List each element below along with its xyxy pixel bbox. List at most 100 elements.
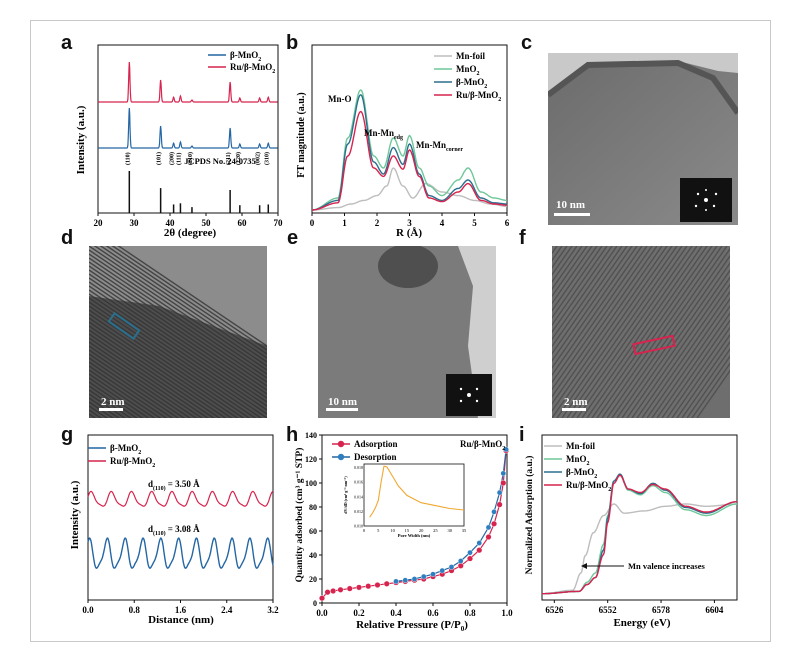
exafs-ticklabel: 1: [342, 218, 347, 228]
xrd-plane-label: (110): [124, 152, 131, 165]
legend-mno2-i: MnO2: [566, 454, 590, 467]
lattice-fringe-d: [89, 377, 150, 418]
lattice-fringe-f: [552, 246, 638, 370]
scale-text-c: 10 nm: [556, 199, 586, 211]
bet-desorption-point: [496, 489, 503, 496]
lattice-fringe-d: [89, 249, 267, 371]
panel-f-label: f: [519, 227, 526, 249]
bet-ylabel: Quantity adsorbed (cm³ g⁻¹ STP): [294, 448, 305, 583]
bet-desorption-point: [402, 577, 409, 583]
bet-adsorption-point: [485, 533, 492, 540]
panel-i-label: i: [519, 424, 525, 446]
ann-mn-o: Mn-O: [328, 94, 352, 104]
lattice-fringe-f: [552, 246, 628, 355]
lattice-fringe-d: [89, 337, 209, 418]
xrd-legend: β-MnO2 Ru/β-MnO2: [208, 50, 275, 75]
profile-box-d: [107, 311, 141, 341]
lattice-fringe-f: [552, 246, 643, 377]
bet-desorption-point: [393, 578, 399, 585]
xrd-ticklabel: 20: [94, 218, 104, 228]
bet-ticklabel: 0.0: [316, 608, 328, 618]
lattice-fringe-d: [99, 246, 267, 359]
lattice-fringe-d: [89, 393, 126, 418]
xrd-ticklabel: 30: [130, 218, 140, 228]
tem-e-picture: [318, 246, 496, 418]
xrd-plane-label: (220): [235, 152, 242, 165]
lattice-fringe-f: [691, 362, 730, 418]
lattice-fringe-d: [89, 309, 251, 418]
lattice-fringe-f: [641, 290, 730, 418]
tem-image-d: 2 nm: [89, 246, 267, 418]
bet-adsorption-point: [383, 580, 390, 587]
legend-ru-b: Ru/β-MnO2: [456, 90, 501, 103]
profile-ticklabel: 0.8: [129, 605, 141, 615]
bet-ticklabel: 0.8: [464, 608, 476, 618]
tem-d-picture: [89, 246, 267, 418]
lattice-fringe-f: [552, 246, 603, 319]
bet-desorption-point: [491, 509, 497, 515]
xrd-plane-label: (211): [225, 152, 232, 165]
panel-b-label: b: [286, 32, 299, 54]
xanes-legend: Mn-foil MnO2 β-MnO2 Ru/β-MnO2: [544, 441, 611, 493]
panel-c-label: c: [521, 32, 533, 54]
scale-text-f: 2 nm: [564, 396, 588, 408]
bet-adsorption-point: [466, 555, 473, 562]
lattice-fringe-d: [89, 273, 267, 395]
lattice-fringe-d: [89, 341, 203, 418]
profile-ticklabel: 0.0: [82, 605, 94, 615]
bet-adsorption-point: [324, 589, 331, 596]
lattice-fringe-d: [89, 281, 267, 403]
legend-adsorption: Adsorption: [354, 439, 398, 449]
tem-image-e: 10 nm: [318, 246, 496, 418]
bet-adsorption-point: [330, 587, 337, 594]
profile-ylabel: Intensity (a.u.): [69, 480, 81, 549]
lattice-fringe-f: [651, 304, 730, 418]
profile-series-ru: [87, 490, 274, 507]
lattice-fringe-f: [576, 246, 698, 418]
lattice-fringe-f: [571, 246, 693, 418]
profile-ticklabel: 3.2: [267, 605, 279, 615]
lattice-fringe-d: [89, 349, 192, 418]
bet-inset-xticklabel: 25: [433, 528, 438, 533]
lattice-fringe-d: [89, 253, 267, 375]
valence-text: Mn valence increases: [628, 561, 705, 571]
lattice-fringe-d: [89, 325, 227, 418]
xrd-plane-label: (310): [263, 152, 270, 165]
panel-d-label: d: [61, 227, 74, 249]
bet-adsorption-point: [319, 595, 326, 602]
xrd-xlabel: 2θ (degree): [164, 227, 217, 239]
xanes-ylabel: Normalized Adsorption (a.u.): [524, 456, 535, 575]
xrd-ticklabel: 70: [274, 218, 284, 228]
bet-inset-xticklabel: 5: [377, 528, 380, 533]
xanes-axes: [541, 434, 738, 601]
bet-yticklabel: 100: [305, 479, 317, 488]
bet-inset-xticklabel: 30: [447, 528, 452, 533]
xanes-ticklabel: 6526: [545, 605, 564, 615]
bet-inset-yticklabel: 0.014: [354, 494, 363, 499]
bet-yticklabel: 0: [313, 599, 317, 608]
legend-mnfoil-i: Mn-foil: [566, 441, 595, 451]
lattice-fringe-f: [611, 247, 730, 418]
exafs-xlabel: R (Å): [396, 227, 422, 239]
ann-mn-mn-edg: Mn-Mnedg: [364, 128, 403, 141]
legend-mnfoil: Mn-foil: [456, 51, 485, 61]
bet-inset-xticklabel: 35: [462, 528, 467, 533]
lattice-fringe-d: [89, 289, 267, 411]
tem-image-c: 10 nm: [548, 53, 738, 225]
xrd-plane-label: (210): [187, 152, 194, 165]
lattice-fringe-f: [636, 283, 730, 418]
lattice-fringe-f: [552, 246, 658, 398]
exafs-ticklabel: 5: [472, 218, 477, 228]
lattice-fringe-f: [606, 246, 728, 418]
lattice-fringe-f: [676, 340, 730, 418]
bet-desorption-point: [485, 524, 492, 531]
bet-desorption-point: [430, 571, 436, 577]
lattice-fringe-f: [656, 312, 730, 418]
lattice-fringe-f: [552, 246, 663, 405]
xrd-plane-label: (111): [175, 153, 182, 165]
bet-desorption-point: [500, 470, 507, 477]
lattice-fringe-f: [661, 319, 730, 418]
bet-inset-xlabel: Pore Width (nm): [398, 533, 431, 538]
bet-desorption-point: [503, 446, 509, 453]
